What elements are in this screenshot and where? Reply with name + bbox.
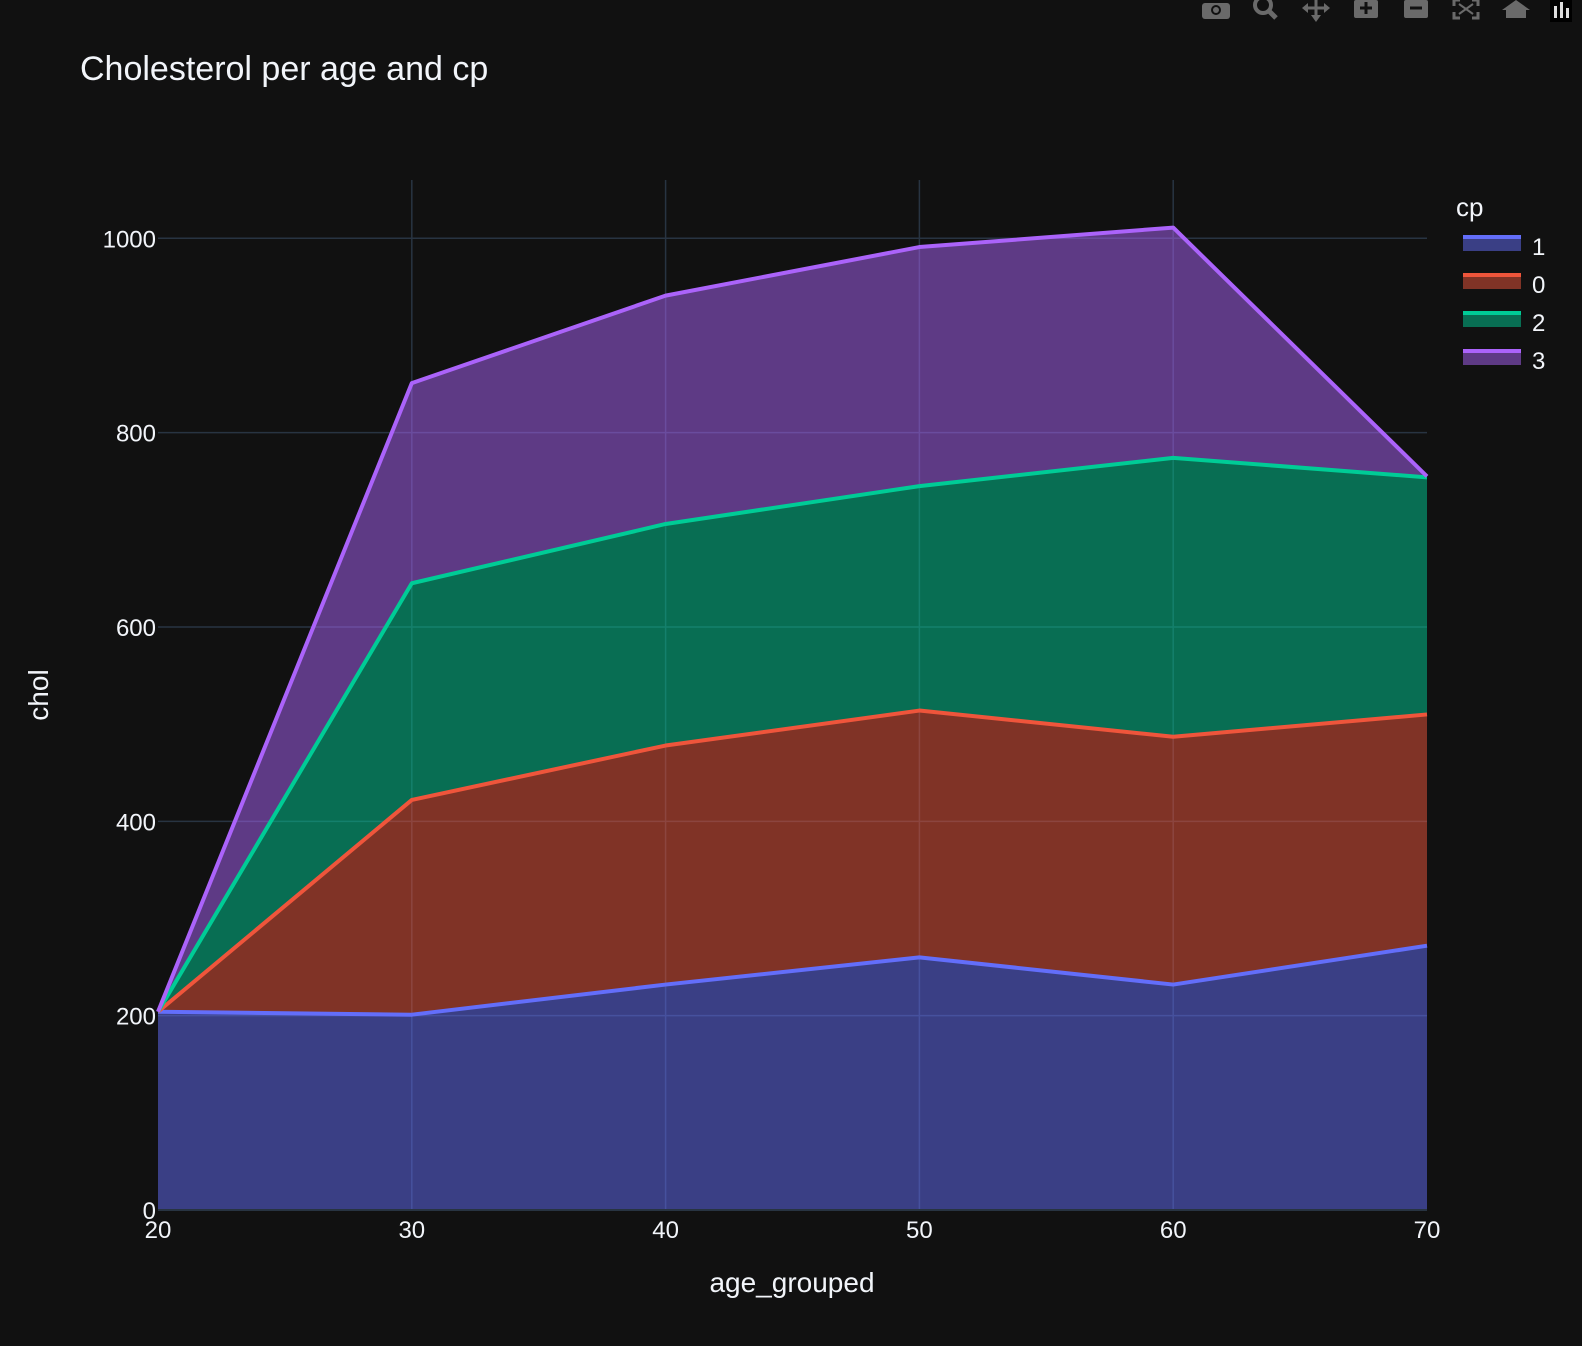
camera-icon [1202,3,1230,19]
autoscale-button[interactable] [1450,0,1482,22]
x-axis-label: age_grouped [709,1267,874,1298]
legend-label: 3 [1532,348,1545,375]
zoom-icon [1253,0,1278,20]
plotly-logo-icon [1554,2,1569,18]
legend-swatch [1463,275,1521,289]
zoom-button[interactable] [1250,0,1282,22]
legend-item-0[interactable]: 0 [1463,272,1545,299]
legend-item-1[interactable]: 1 [1463,234,1545,261]
legend-title: cp [1456,192,1483,222]
area-series-2 [158,457,1427,1012]
line-series-2 [156,455,1428,1013]
line-series-3 [156,225,1429,1013]
legend-swatch [1463,351,1521,365]
download-plot-button[interactable] [1200,0,1232,22]
legend-label: 1 [1532,234,1545,261]
minus-icon [1404,0,1428,18]
x-tick-label: 70 [1414,1217,1441,1244]
x-tick-label: 30 [398,1217,425,1244]
series-lines [156,225,1429,1017]
legend-item-2[interactable]: 2 [1463,310,1545,337]
y-axis-label: chol [23,669,54,720]
area-series-3 [158,227,1427,1012]
y-tick-label: 400 [116,809,156,836]
pan-icon [1302,0,1330,22]
line-series-1 [157,943,1428,1017]
zoom-out-button[interactable] [1400,0,1432,22]
zoom-in-button[interactable] [1350,0,1382,22]
reset-axes-button[interactable] [1500,0,1532,22]
autoscale-icon [1452,0,1480,20]
legend-item-3[interactable]: 3 [1463,348,1545,375]
x-tick-label: 50 [906,1217,933,1244]
legend-label: 0 [1532,272,1545,299]
area-series-1 [158,945,1427,1210]
axes: 0 200 400 600 800 1000 20 30 40 50 60 70 [103,226,1441,1244]
y-tick-label: 600 [116,615,156,642]
y-tick-label: 800 [116,421,156,448]
y-tick-label: 0 [143,1198,156,1225]
y-tick-label: 200 [116,1004,156,1031]
home-icon [1502,0,1530,18]
x-tick-label: 20 [145,1217,172,1244]
plot-area [158,227,1427,1210]
plus-icon [1354,0,1378,18]
pan-button[interactable] [1300,0,1332,22]
y-tick-label: 1000 [103,226,156,253]
modebar [1200,0,1572,24]
legend-swatch [1463,313,1521,327]
legend: cp 1 0 2 3 [1456,192,1545,375]
x-tick-label: 60 [1160,1217,1187,1244]
x-tick-label: 40 [652,1217,679,1244]
legend-swatch [1463,237,1521,251]
legend-label: 2 [1532,310,1545,337]
chart-title: Cholesterol per age and cp [80,50,488,88]
plotly-logo-button[interactable] [1550,0,1572,22]
line-series-0 [156,708,1428,1014]
